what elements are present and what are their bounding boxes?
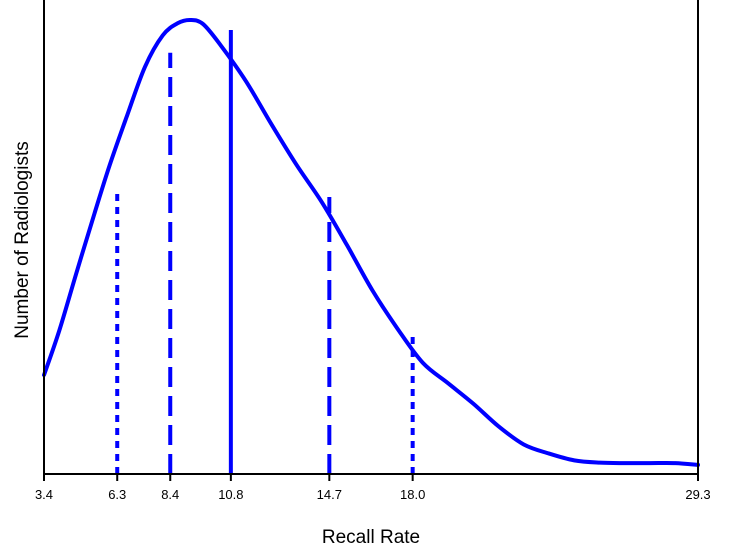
x-tick-label: 6.3 <box>108 487 126 502</box>
x-tick-label: 29.3 <box>685 487 710 502</box>
axes <box>43 0 699 475</box>
x-tick-label: 3.4 <box>35 487 53 502</box>
x-tick-label: 14.7 <box>317 487 342 502</box>
x-tick-label: 8.4 <box>161 487 179 502</box>
x-tick-label: 18.0 <box>400 487 425 502</box>
x-ticks: 3.4 6.3 8.4 10.8 14.7 18.0 29.3 <box>35 474 711 502</box>
density-curve <box>42 17 700 467</box>
x-axis-title: Recall Rate <box>322 527 420 548</box>
y-axis-title: Number of Radiologists <box>12 141 33 338</box>
reference-lines <box>115 29 415 474</box>
x-tick-label: 10.8 <box>218 487 243 502</box>
